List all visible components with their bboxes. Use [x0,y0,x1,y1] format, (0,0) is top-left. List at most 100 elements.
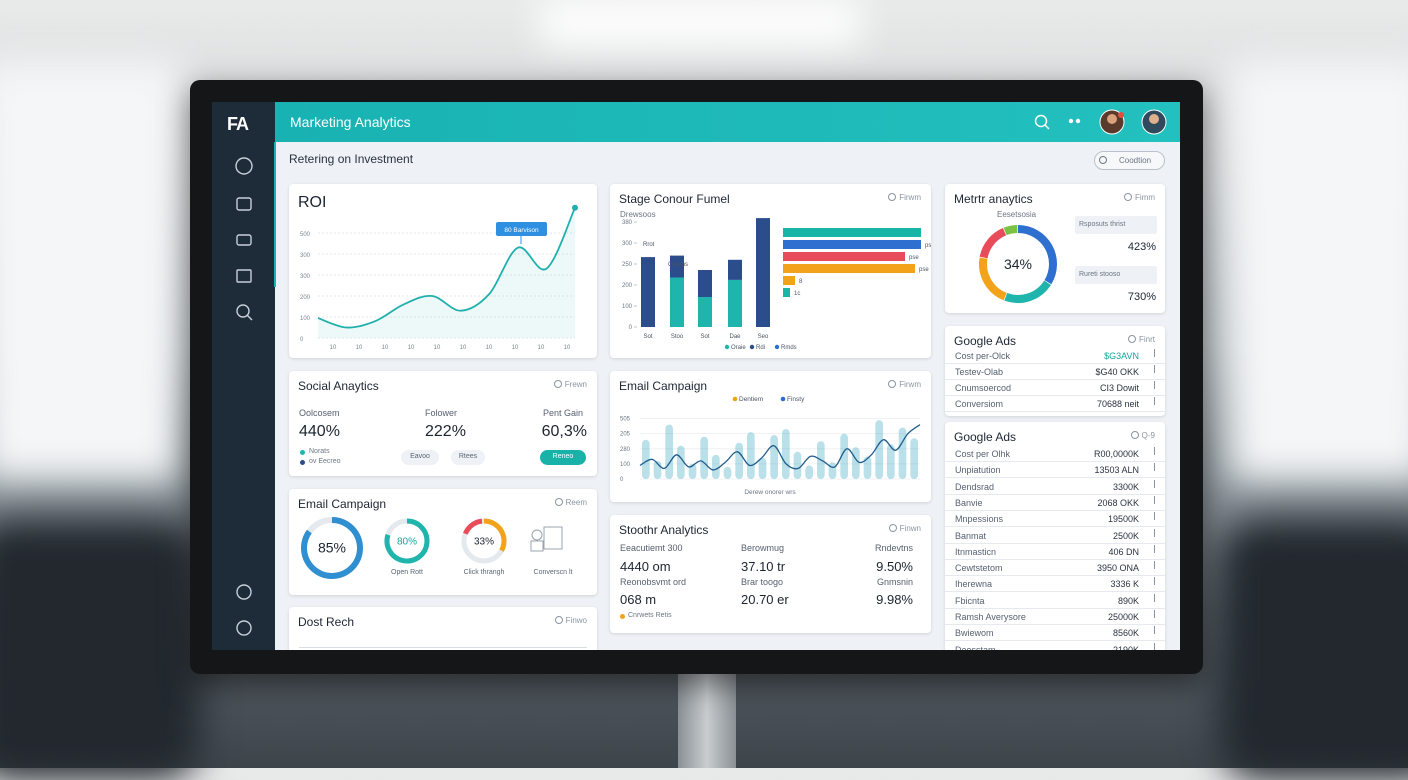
row-label: Ramsh Averysore [955,612,1026,622]
pill-button[interactable]: Reneo [540,450,586,465]
panel-link[interactable]: Finwo [555,616,587,625]
nav-icon[interactable] [236,584,252,600]
stage-bar [783,288,790,297]
panel-link[interactable]: Fimm [1124,193,1155,202]
row-value: 8560K [1112,628,1139,639]
window-light [1230,60,1408,480]
active-indicator [274,142,276,287]
users-icon[interactable] [1068,118,1074,124]
gauge-caption: Click thrangh [464,569,505,576]
metric-box [1075,266,1157,284]
stat-cell: 4440 om [620,559,671,574]
panel-link[interactable]: Finrt [1128,335,1155,344]
email-bar [910,438,918,479]
row-value: 3300K [1112,481,1139,492]
panel-link[interactable]: Firwm [888,193,921,202]
panel-link[interactable]: Frewn [554,380,587,389]
x-tick-label: 10 [564,345,571,351]
row-value: R00,0000K [1093,449,1139,459]
legend-swatch [300,450,305,455]
panel-link[interactable]: Finwn [889,524,921,533]
x-tick-label: Seo [758,334,769,340]
row-label: Cost per-Olck [955,351,1011,361]
nav-icon[interactable] [236,620,252,636]
legend-label: ov Eecreo [309,458,341,465]
panel: Social Anaytics Frewn Oolcosem 440% Folower 2… [289,371,597,476]
nav-icon[interactable] [236,234,252,246]
nav-icon[interactable] [236,197,252,211]
avatar-face [1107,114,1117,124]
stat-cell: 9.50% [876,559,913,574]
row-label: Bwiewom [955,628,994,639]
legend-label: Oraie [731,345,746,351]
panel-graphics: Dentiem Finsty 0 100 280 205 505 Derew onorer w… [620,396,921,496]
row-value: $G40 OKK [1095,367,1139,377]
row-chevron [1151,463,1155,472]
pill-button[interactable]: Rtees [451,450,485,465]
donut-segment [979,228,1007,259]
y-tick-label: 100 [622,304,633,310]
email-bar [677,445,685,479]
nav-icon[interactable] [235,157,253,175]
row-value: 2500K [1112,530,1139,541]
row-chevron [1151,365,1155,373]
funnel-bar [670,255,684,278]
row-chevron [1151,447,1155,455]
metric-value: 730% [1127,291,1156,303]
row-label: Itnmasticn [955,546,997,557]
row-divider [945,575,1165,577]
y-tick-label: 280 [620,447,631,453]
email-bar [747,432,755,479]
y-tick-label: 380 [622,220,633,226]
search-icon [1044,124,1050,130]
panel-title: Email Campaign [619,379,708,393]
panel-link[interactable]: Reem [555,498,587,507]
email-bar [758,457,767,479]
email-bar [665,424,673,479]
row-divider [945,558,1165,560]
panel-title: Dost Rech [298,615,355,629]
stage-label: pse [919,267,929,273]
legend-swatch [620,614,625,619]
x-tick-label: Stoo [671,334,684,340]
row-divider [945,624,1165,625]
legend-swatch [774,344,780,350]
row-divider [945,395,1165,396]
x-tick-label: 10 [486,345,493,351]
row-value: 406 DN [1108,546,1139,557]
panel-title: Stage Conour Fumel [619,192,730,206]
gauge-caption: Open Rott [391,569,423,576]
panel-link[interactable]: Q-9 [1131,431,1155,440]
donut-label: Eesetsosia [997,210,1037,219]
panel-title: Email Campaign [298,497,387,511]
icon-caption: Converscn lt [534,569,573,576]
email-bar [700,436,708,479]
search-button[interactable]: Coodtion [1094,151,1165,170]
row-value: 3336 K [1110,579,1139,590]
panel-link[interactable]: Firwm [888,380,921,389]
x-tick-label: 10 [434,345,441,351]
funnel-bar [698,270,712,297]
legend-label: Cnrwets Retis [628,612,672,619]
funnel-bar [728,279,742,327]
email-bar [712,454,720,479]
row-divider [945,607,1165,609]
stat-cell: Gnmsnin [876,577,913,587]
email-bar [875,420,883,479]
nav-icon[interactable] [236,304,250,318]
gauge-accent [463,518,483,535]
nav-icon[interactable] [236,269,252,283]
gauge-label: 33% [474,536,494,547]
legend-label: Norats [309,448,330,455]
panel-title: Stoothr Analytics [619,523,709,537]
email-bar [887,444,895,479]
row-value: 13503 ALN [1094,465,1139,476]
email-bar [805,465,813,479]
legend-swatch [300,460,305,465]
y-tick-label: 250 [622,262,633,268]
row-divider [945,411,1165,412]
pill-button[interactable]: Eavoo [401,450,439,465]
metric-label: Pent Gain [542,408,583,418]
search-icon[interactable] [1034,114,1048,128]
stat-cell: Brar toogo [741,577,784,587]
